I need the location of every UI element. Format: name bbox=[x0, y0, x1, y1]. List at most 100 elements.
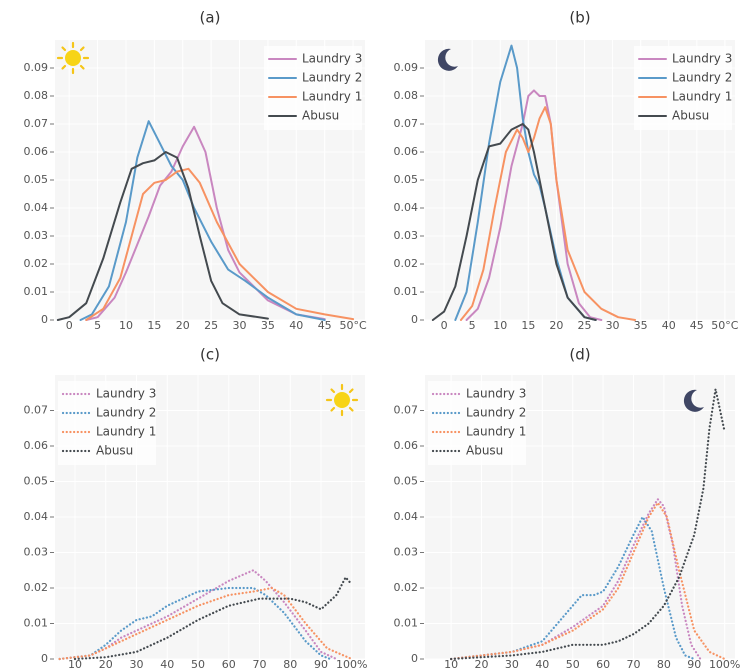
series-line bbox=[79, 120, 326, 321]
x-tick-label: 15 bbox=[147, 319, 161, 332]
series-line bbox=[73, 576, 353, 661]
legend-label: Laundry 3 bbox=[96, 387, 156, 401]
x-tick-label: 20 bbox=[475, 658, 489, 671]
y-tick-label: 0.05 bbox=[394, 475, 419, 488]
x-tick-label: 15 bbox=[521, 319, 535, 332]
legend-label: Laundry 2 bbox=[672, 71, 732, 85]
series-line bbox=[58, 586, 353, 661]
legend-label: Laundry 3 bbox=[302, 52, 362, 66]
y-tick-label: 0.07 bbox=[24, 117, 49, 130]
y-tick-label: 0.07 bbox=[394, 117, 419, 130]
x-tick-label: 10 bbox=[493, 319, 507, 332]
x-tick-label: 25 bbox=[577, 319, 591, 332]
x-tick-label: 60 bbox=[222, 658, 236, 671]
y-tick-label: 0.05 bbox=[24, 475, 49, 488]
chart-title: (d) bbox=[569, 346, 590, 364]
x-tick-label: 50 bbox=[566, 658, 580, 671]
series-line bbox=[431, 123, 597, 321]
y-tick-label: 0.09 bbox=[24, 61, 49, 74]
legend-label: Laundry 2 bbox=[466, 406, 526, 420]
y-tick-label: 0.01 bbox=[24, 617, 49, 630]
y-tick-label: 0.04 bbox=[394, 201, 419, 214]
x-tick-label: 45 bbox=[318, 319, 332, 332]
y-tick-label: 0 bbox=[411, 313, 418, 326]
series-line bbox=[459, 106, 637, 321]
x-tick-label: 5 bbox=[94, 319, 101, 332]
legend-label: Laundry 2 bbox=[302, 71, 362, 85]
legend-label: Abusu bbox=[466, 444, 503, 458]
y-tick-label: 0.06 bbox=[24, 439, 49, 452]
x-tick-label: 70 bbox=[253, 658, 267, 671]
x-tick-label: 50°C bbox=[339, 319, 366, 332]
series-line bbox=[450, 515, 696, 661]
legend-label: Abusu bbox=[672, 109, 709, 123]
sun-icon bbox=[325, 383, 359, 417]
x-tick-label: 45 bbox=[690, 319, 704, 332]
y-tick-label: 0.01 bbox=[24, 285, 49, 298]
y-tick-label: 0.05 bbox=[394, 173, 419, 186]
y-tick-label: 0.06 bbox=[24, 145, 49, 158]
y-tick-label: 0.02 bbox=[394, 257, 419, 270]
x-tick-label: 30 bbox=[129, 658, 143, 671]
x-tick-label: 90 bbox=[314, 658, 328, 671]
x-tick-label: 0 bbox=[66, 319, 73, 332]
x-tick-label: 20 bbox=[549, 319, 563, 332]
x-tick-label: 100% bbox=[709, 658, 740, 671]
legend-label: Laundry 3 bbox=[466, 387, 526, 401]
x-tick-label: 0 bbox=[441, 319, 448, 332]
x-tick-label: 5 bbox=[469, 319, 476, 332]
legend-label: Laundry 3 bbox=[672, 52, 732, 66]
x-tick-label: 40 bbox=[289, 319, 303, 332]
y-tick-label: 0.04 bbox=[24, 201, 49, 214]
x-tick-label: 60 bbox=[596, 658, 610, 671]
y-tick-label: 0.04 bbox=[394, 510, 419, 523]
y-tick-label: 0.03 bbox=[24, 546, 49, 559]
y-tick-label: 0.09 bbox=[394, 61, 419, 74]
y-tick-label: 0.01 bbox=[394, 285, 419, 298]
legend-label: Abusu bbox=[96, 444, 133, 458]
y-tick-label: 0.05 bbox=[24, 173, 49, 186]
y-tick-label: 0.08 bbox=[394, 89, 419, 102]
legend-label: Laundry 1 bbox=[672, 90, 732, 104]
x-tick-label: 40 bbox=[662, 319, 676, 332]
x-tick-label: 50 bbox=[191, 658, 205, 671]
x-tick-label: 10 bbox=[119, 319, 133, 332]
x-tick-label: 100% bbox=[336, 658, 367, 671]
chart-title: (b) bbox=[569, 9, 590, 27]
y-tick-label: 0.03 bbox=[394, 229, 419, 242]
y-tick-label: 0 bbox=[41, 652, 48, 665]
x-tick-label: 40 bbox=[535, 658, 549, 671]
series-line bbox=[58, 586, 332, 661]
plots: (a) 0 0.01 0.02 0.03 0.04 0.05 0.06 0.07 0.08 0.09… bbox=[24, 9, 740, 672]
legend-label: Laundry 2 bbox=[96, 406, 156, 420]
x-tick-label: 80 bbox=[657, 658, 671, 671]
x-tick-label: 20 bbox=[176, 319, 190, 332]
legend-label: Laundry 1 bbox=[466, 425, 526, 439]
y-tick-label: 0.02 bbox=[24, 581, 49, 594]
x-tick-label: 20 bbox=[99, 658, 113, 671]
x-tick-label: 35 bbox=[261, 319, 275, 332]
y-tick-label: 0.03 bbox=[24, 229, 49, 242]
y-tick-label: 0.01 bbox=[394, 617, 419, 630]
legend-label: Abusu bbox=[302, 109, 339, 123]
x-tick-label: 50°C bbox=[711, 319, 738, 332]
series-line bbox=[56, 151, 269, 321]
legend-label: Laundry 1 bbox=[96, 425, 156, 439]
x-tick-label: 30 bbox=[505, 658, 519, 671]
y-tick-label: 0 bbox=[411, 652, 418, 665]
icons bbox=[56, 41, 704, 417]
x-tick-label: 40 bbox=[160, 658, 174, 671]
x-tick-label: 10 bbox=[444, 658, 458, 671]
chart-title: (a) bbox=[200, 9, 221, 27]
x-tick-label: 35 bbox=[634, 319, 648, 332]
chart-title: (c) bbox=[200, 346, 220, 364]
legend-label: Laundry 1 bbox=[302, 90, 362, 104]
moon-icon bbox=[437, 48, 458, 71]
y-tick-label: 0 bbox=[41, 313, 48, 326]
x-tick-label: 25 bbox=[204, 319, 218, 332]
x-tick-label: 30 bbox=[233, 319, 247, 332]
y-tick-label: 0.07 bbox=[394, 404, 419, 417]
y-tick-label: 0.03 bbox=[394, 546, 419, 559]
